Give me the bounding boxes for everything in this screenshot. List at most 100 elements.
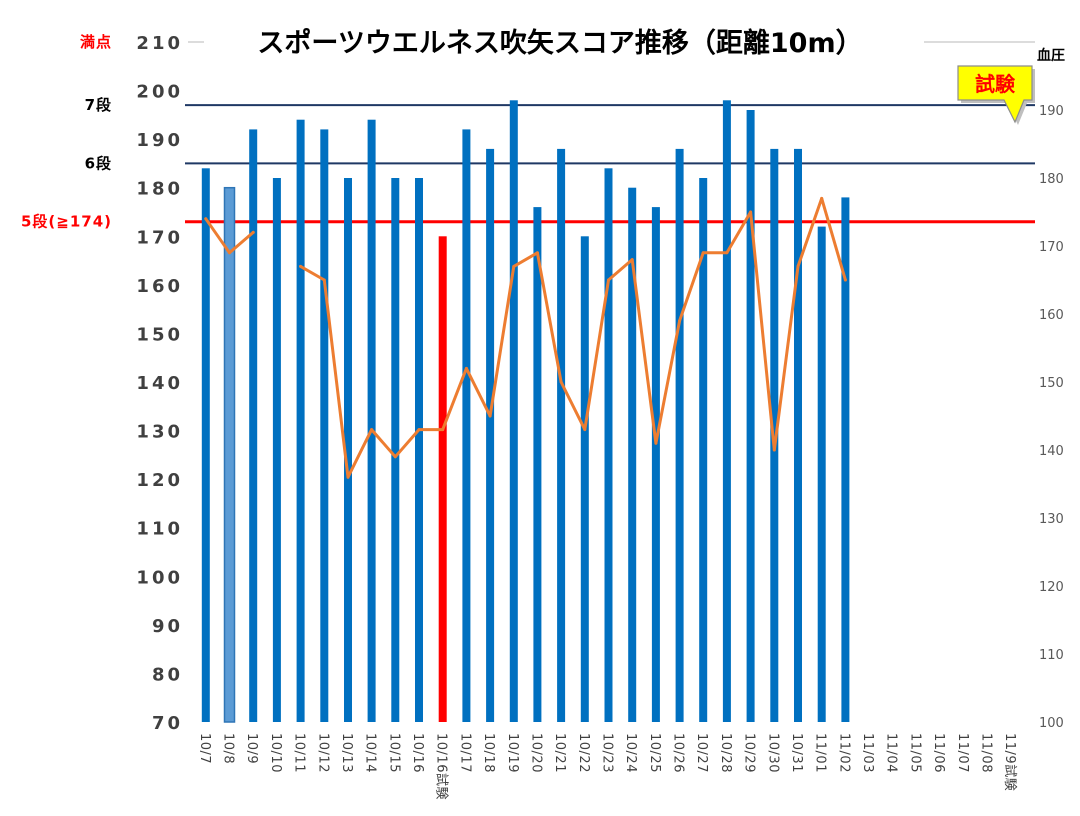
score-bar-24: [746, 110, 755, 722]
score-bar-3: [249, 129, 258, 722]
bp-point-10: [417, 428, 421, 432]
left-tick-label-150: 150: [136, 324, 183, 345]
reference-label-1: 満点: [80, 33, 112, 51]
x-tick-label-30: 11/04: [884, 733, 899, 773]
reference-label-3: 6段: [85, 154, 112, 172]
bp-line-segment-2: [299, 196, 847, 479]
x-tick-label-27: 11/01: [813, 733, 828, 773]
right-axis-ticks: 100 110 120 130 140 150 160 170 180 190: [1039, 104, 1064, 731]
left-tick-label-180: 180: [136, 179, 183, 200]
x-tick-label-28: 11/02: [836, 733, 851, 773]
left-tick-label-200: 200: [136, 82, 183, 103]
right-tick-label-140: 140: [1039, 444, 1064, 459]
x-tick-label-32: 11/06: [931, 733, 946, 773]
reference-label-2: 7段: [85, 96, 112, 114]
bp-point-25: [772, 448, 776, 452]
x-tick-label-11: 10/16試験: [434, 733, 450, 800]
x-tick-label-5: 10/11: [292, 733, 307, 773]
x-tick-label-25: 10/30: [765, 733, 780, 773]
bp-point-13: [488, 414, 492, 418]
left-tick-label-90: 90: [152, 616, 183, 637]
score-bar-4: [272, 178, 281, 722]
x-tick-label-33: 11/07: [955, 733, 970, 773]
bp-point-14: [512, 264, 516, 268]
left-axis-ticks: 70 80 90 100 110 120 130 140 150 160 170 180 190 200 2…: [136, 33, 183, 734]
score-bar-27: [817, 226, 826, 722]
score-bar-5: [296, 119, 305, 722]
bp-point-26: [796, 264, 800, 268]
x-tick-label-9: 10/15: [386, 733, 401, 773]
score-bar-12: [462, 129, 471, 722]
x-tick-label-35: 11/9試験: [1002, 733, 1018, 791]
bp-point-22: [701, 251, 705, 255]
left-tick-label-140: 140: [136, 373, 183, 394]
reference-label-4: 5段(≧174): [21, 213, 112, 231]
x-tick-label-17: 10/22: [576, 733, 591, 773]
bp-point-12: [464, 366, 468, 370]
score-bar-26: [794, 148, 802, 722]
x-tick-label-16: 10/21: [552, 733, 567, 773]
left-tick-label-210: 210: [136, 33, 183, 54]
x-tick-label-7: 10/13: [339, 733, 354, 773]
x-tick-label-6: 10/12: [315, 733, 330, 773]
x-tick-label-10: 10/16: [410, 733, 425, 773]
x-tick-label-8: 10/14: [363, 733, 378, 773]
bp-point-7: [346, 475, 350, 479]
bp-point-9: [393, 455, 397, 459]
score-bar-8: [367, 119, 376, 722]
exam-callout: 試験: [957, 65, 1035, 125]
score-bar-10: [415, 178, 423, 722]
left-tick-label-80: 80: [152, 664, 183, 685]
score-bars: [201, 100, 850, 723]
blood-pressure-line: [204, 196, 847, 479]
right-tick-label-150: 150: [1039, 376, 1064, 391]
score-bar-23: [722, 100, 731, 723]
callout-text: 試験: [975, 72, 1016, 96]
right-tick-label-160: 160: [1039, 308, 1064, 323]
x-tick-label-19: 10/24: [623, 733, 638, 773]
score-bar-21: [675, 148, 684, 722]
bp-point-19: [630, 258, 634, 262]
right-axis-label: 血圧: [1037, 47, 1065, 64]
right-tick-label-170: 170: [1039, 240, 1064, 255]
left-tick-label-160: 160: [136, 276, 183, 297]
right-tick-label-130: 130: [1039, 512, 1064, 527]
bp-point-24: [749, 210, 753, 214]
chart-title: スポーツウエルネス吹矢スコア推移（距離10m）: [257, 27, 862, 59]
title-backdrop: [204, 16, 924, 64]
callout-shape: [957, 65, 1033, 124]
left-tick-label-110: 110: [136, 519, 183, 540]
x-tick-label-29: 11/03: [860, 733, 875, 773]
right-tick-label-110: 110: [1039, 648, 1064, 663]
x-tick-label-21: 10/26: [671, 733, 686, 773]
x-tick-label-34: 11/08: [979, 733, 994, 773]
bp-point-18: [607, 278, 610, 282]
score-bar-19: [628, 187, 637, 722]
x-tick-label-18: 10/23: [600, 733, 615, 773]
x-tick-label-14: 10/19: [505, 733, 520, 773]
score-bar-11: [438, 236, 447, 723]
left-tick-label-70: 70: [152, 713, 183, 734]
score-bar-17: [580, 236, 589, 723]
left-tick-label-120: 120: [136, 470, 183, 491]
x-tick-label-23: 10/28: [718, 733, 733, 773]
score-bar-6: [320, 129, 329, 722]
left-tick-label-100: 100: [136, 567, 183, 588]
right-tick-label-120: 120: [1039, 580, 1064, 595]
bp-point-15: [535, 251, 539, 255]
bp-point-21: [678, 319, 682, 323]
score-bar-28: [841, 197, 850, 722]
x-tick-label-13: 10/18: [481, 733, 496, 773]
reference-labels: 満点 7段 6段 5段(≧174): [21, 33, 112, 231]
score-bar-13: [486, 148, 495, 722]
bp-point-27: [820, 196, 824, 200]
x-tick-label-12: 10/17: [457, 733, 472, 773]
left-tick-label-190: 190: [136, 130, 183, 151]
score-bar-18: [604, 168, 613, 723]
bp-point-6: [322, 278, 326, 282]
right-tick-label-100: 100: [1039, 716, 1064, 731]
x-tick-label-15: 10/20: [528, 733, 543, 773]
x-tick-label-24: 10/29: [742, 733, 757, 773]
